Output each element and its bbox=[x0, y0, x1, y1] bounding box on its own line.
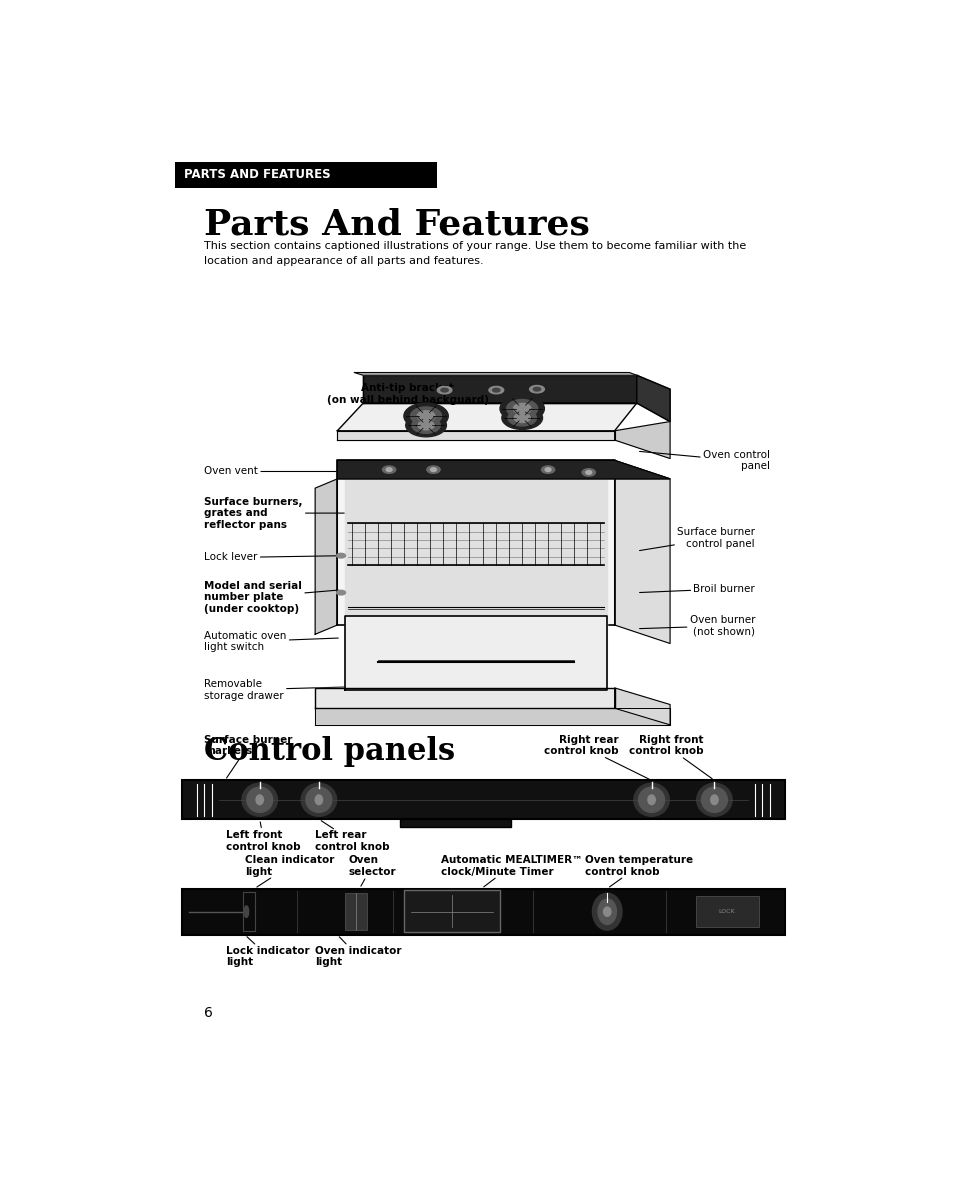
Bar bbox=[344, 894, 367, 930]
Ellipse shape bbox=[647, 795, 655, 805]
Ellipse shape bbox=[410, 407, 441, 425]
Ellipse shape bbox=[506, 400, 537, 418]
Text: Broil burner: Broil burner bbox=[639, 584, 755, 594]
Polygon shape bbox=[344, 467, 606, 616]
Polygon shape bbox=[337, 404, 637, 431]
Ellipse shape bbox=[436, 387, 452, 394]
Text: Removable
storage drawer: Removable storage drawer bbox=[204, 679, 345, 700]
Ellipse shape bbox=[499, 395, 544, 422]
Text: Automatic oven
light switch: Automatic oven light switch bbox=[204, 631, 338, 652]
Ellipse shape bbox=[533, 388, 540, 392]
Ellipse shape bbox=[598, 900, 616, 925]
Polygon shape bbox=[614, 460, 669, 644]
Polygon shape bbox=[314, 479, 337, 634]
Text: Oven
selector: Oven selector bbox=[348, 855, 395, 886]
Bar bbox=[400, 819, 511, 826]
Ellipse shape bbox=[581, 468, 595, 476]
Polygon shape bbox=[337, 460, 669, 479]
Ellipse shape bbox=[314, 795, 322, 805]
Ellipse shape bbox=[412, 417, 440, 434]
Polygon shape bbox=[637, 375, 669, 422]
Polygon shape bbox=[363, 375, 637, 404]
Text: Left rear
control knob: Left rear control knob bbox=[314, 820, 390, 852]
Ellipse shape bbox=[513, 404, 531, 414]
Text: Oven temperature
control knob: Oven temperature control knob bbox=[584, 855, 693, 888]
Polygon shape bbox=[337, 431, 614, 440]
Text: Automatic MEALTIMER™
clock/Minute Timer: Automatic MEALTIMER™ clock/Minute Timer bbox=[440, 855, 581, 886]
Polygon shape bbox=[314, 709, 669, 725]
Ellipse shape bbox=[514, 413, 530, 423]
Ellipse shape bbox=[416, 411, 435, 422]
Bar bbox=[182, 889, 783, 934]
Ellipse shape bbox=[336, 554, 345, 558]
Bar bbox=[174, 162, 436, 187]
Ellipse shape bbox=[488, 387, 503, 394]
Ellipse shape bbox=[529, 386, 544, 393]
Polygon shape bbox=[314, 688, 614, 709]
Ellipse shape bbox=[255, 795, 263, 805]
Text: Parts And Features: Parts And Features bbox=[204, 207, 590, 241]
Ellipse shape bbox=[403, 404, 448, 429]
Ellipse shape bbox=[633, 783, 669, 817]
Text: 6: 6 bbox=[204, 1006, 213, 1020]
Text: PARTS AND FEATURES: PARTS AND FEATURES bbox=[183, 168, 330, 181]
Ellipse shape bbox=[638, 787, 664, 812]
Text: Control panels: Control panels bbox=[204, 736, 455, 767]
Polygon shape bbox=[614, 422, 669, 459]
Polygon shape bbox=[344, 616, 606, 689]
Ellipse shape bbox=[592, 894, 621, 931]
Text: LOCK: LOCK bbox=[718, 909, 735, 914]
Ellipse shape bbox=[244, 906, 249, 918]
Text: Anti-tip bracket
(on wall behind backguard): Anti-tip bracket (on wall behind backgua… bbox=[326, 383, 488, 424]
Text: Lock lever: Lock lever bbox=[204, 552, 344, 562]
Polygon shape bbox=[614, 688, 669, 725]
Text: Surface burner
markers: Surface burner markers bbox=[204, 735, 293, 778]
Ellipse shape bbox=[426, 466, 439, 473]
Ellipse shape bbox=[306, 787, 332, 812]
Bar bbox=[696, 896, 758, 927]
Ellipse shape bbox=[696, 783, 731, 817]
Ellipse shape bbox=[382, 466, 395, 473]
Text: Oven indicator
light: Oven indicator light bbox=[314, 937, 401, 968]
Text: This section contains captioned illustrations of your range. Use them to become : This section contains captioned illustra… bbox=[204, 241, 746, 265]
Bar bbox=[182, 781, 783, 819]
Text: Right front
control knob: Right front control knob bbox=[628, 735, 712, 778]
Text: Oven vent: Oven vent bbox=[204, 466, 341, 477]
Ellipse shape bbox=[242, 783, 277, 817]
Ellipse shape bbox=[710, 795, 718, 805]
Ellipse shape bbox=[700, 787, 726, 812]
Text: Surface burners,
grates and
reflector pans: Surface burners, grates and reflector pa… bbox=[204, 496, 344, 530]
Ellipse shape bbox=[492, 388, 499, 392]
Bar bbox=[403, 890, 499, 932]
Ellipse shape bbox=[544, 467, 551, 472]
Ellipse shape bbox=[336, 591, 345, 594]
Polygon shape bbox=[337, 460, 614, 625]
Ellipse shape bbox=[405, 413, 446, 437]
Ellipse shape bbox=[417, 420, 434, 430]
Ellipse shape bbox=[507, 410, 536, 426]
Text: Clean indicator
light: Clean indicator light bbox=[245, 855, 334, 888]
Ellipse shape bbox=[301, 783, 336, 817]
Ellipse shape bbox=[430, 467, 436, 472]
Text: Surface burner
control panel: Surface burner control panel bbox=[639, 527, 755, 550]
Text: Oven burner
(not shown): Oven burner (not shown) bbox=[639, 615, 755, 637]
Ellipse shape bbox=[247, 787, 273, 812]
Ellipse shape bbox=[440, 388, 448, 392]
Text: Left front
control knob: Left front control knob bbox=[226, 821, 301, 852]
Text: Model and serial
number plate
(under cooktop): Model and serial number plate (under coo… bbox=[204, 580, 338, 614]
Polygon shape bbox=[354, 372, 637, 375]
Ellipse shape bbox=[386, 467, 392, 472]
Ellipse shape bbox=[501, 406, 542, 430]
Ellipse shape bbox=[603, 907, 610, 916]
Ellipse shape bbox=[585, 471, 591, 474]
Ellipse shape bbox=[541, 466, 554, 473]
Text: Right rear
control knob: Right rear control knob bbox=[543, 735, 648, 779]
Text: Lock indicator
light: Lock indicator light bbox=[226, 937, 310, 968]
Text: Oven control
panel: Oven control panel bbox=[639, 449, 769, 471]
